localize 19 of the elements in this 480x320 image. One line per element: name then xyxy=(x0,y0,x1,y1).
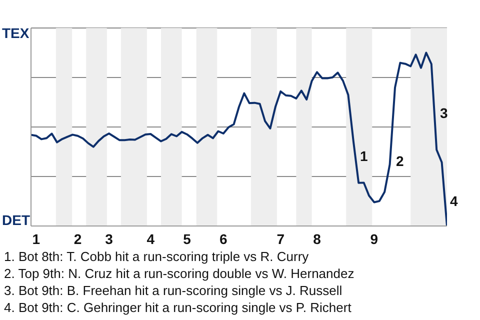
x-tick-label: 2 xyxy=(74,230,82,247)
x-tick-label: 7 xyxy=(276,230,285,247)
annotation: 2 xyxy=(396,153,404,169)
x-tick-label: 4 xyxy=(146,230,155,247)
annotation: 3 xyxy=(440,105,448,121)
x-tick-label: 9 xyxy=(370,230,378,247)
x-tick-label: 3 xyxy=(105,230,114,247)
text: TEX xyxy=(2,25,30,41)
text: 1. Bot 8th: T. Cobb hit a run-scoring triple vs R. Curry xyxy=(4,248,310,265)
x-tick-label: 1 xyxy=(32,230,40,247)
x-tick-label: 5 xyxy=(183,230,192,247)
text: 4 xyxy=(450,193,458,209)
x-tick-label: 6 xyxy=(220,230,228,247)
text: DET xyxy=(2,212,30,228)
text: 4. Bot 9th: C. Gehringer hit a run-scoring single vs P. Richert xyxy=(4,299,352,316)
text: 2. Top 9th: N. Cruz hit a run-scoring double vs W. Hernandez xyxy=(4,265,356,282)
x-tick-label: 8 xyxy=(313,230,322,247)
annotation: 1 xyxy=(360,148,368,164)
text: 3. Bot 9th: B. Freehan hit a run-scoring single vs J. Russell xyxy=(4,282,344,299)
